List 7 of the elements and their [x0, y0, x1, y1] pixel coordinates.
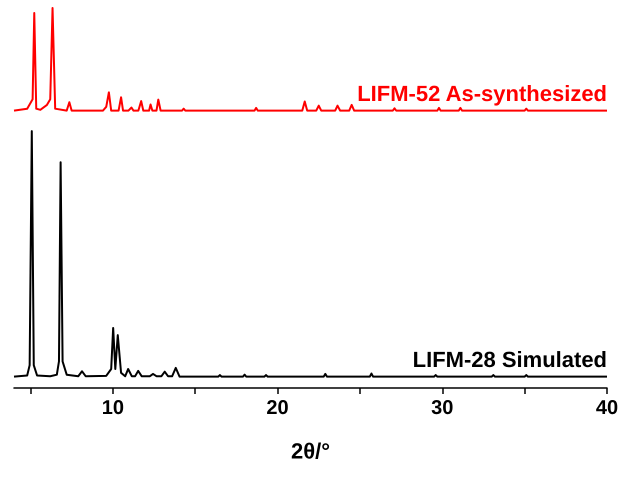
x-tick-label: 10 — [102, 397, 124, 419]
series-label: LIFM-28 Simulated — [412, 347, 607, 372]
x-tick-label: 40 — [596, 397, 618, 419]
series-label: LIFM-52 As-synthesized — [357, 81, 607, 106]
x-axis-title: 2θ/° — [290, 438, 330, 464]
x-tick-label: 30 — [431, 397, 454, 419]
x-tick-label: 20 — [266, 397, 289, 419]
